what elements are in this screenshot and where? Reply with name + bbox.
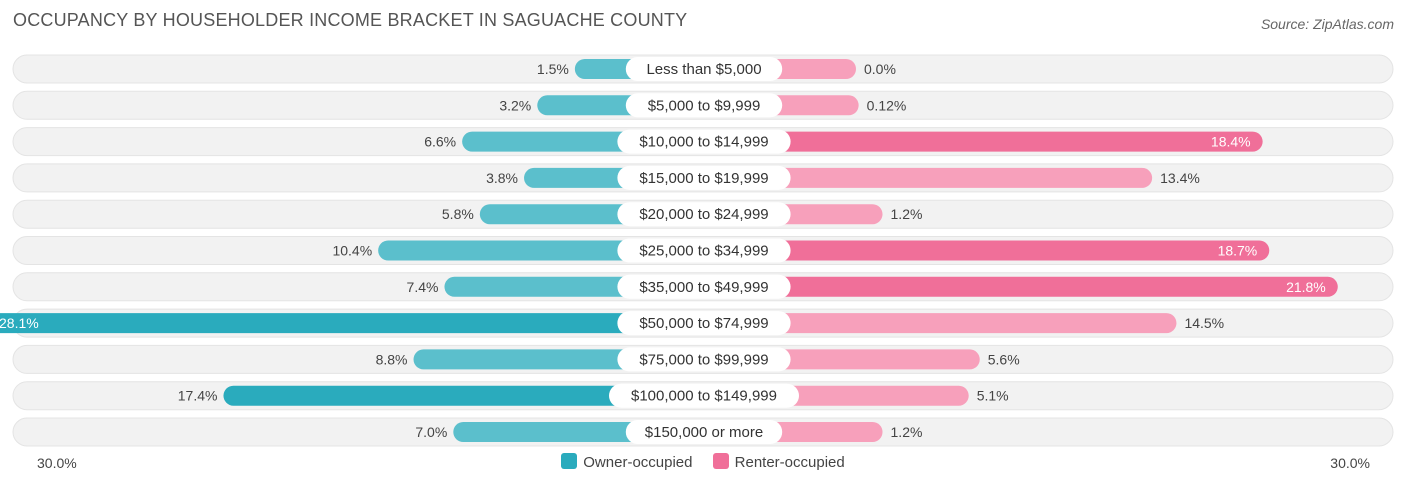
- category-pill: [617, 165, 791, 190]
- owner-value-label: 3.2%: [499, 97, 531, 113]
- category-label: $150,000 or more: [645, 424, 763, 441]
- renter-value-label: 0.0%: [864, 61, 896, 77]
- category-label: $35,000 to $49,999: [639, 279, 768, 296]
- category-pill: [625, 420, 783, 444]
- category-label: $50,000 to $74,999: [639, 315, 768, 332]
- renter-value-label: 18.4%: [1211, 134, 1251, 150]
- axis-left-label: 30.0%: [37, 455, 77, 471]
- owner-value-label: 6.6%: [424, 134, 456, 150]
- renter-value-label: 0.12%: [867, 97, 907, 113]
- category-label: $20,000 to $24,999: [639, 206, 768, 223]
- category-label: $75,000 to $99,999: [639, 351, 768, 368]
- owner-value-label: 28.1%: [0, 315, 39, 331]
- category-pill: [617, 129, 791, 154]
- legend: Owner-occupied Renter-occupied: [0, 453, 1406, 471]
- renter-value-label: 1.2%: [891, 424, 923, 440]
- category-label: $100,000 to $149,999: [631, 388, 777, 405]
- diverging-bar-chart: 1.5% 0.0% Less than $5,000 3.2% 0.12% $5,000 …: [0, 54, 1394, 447]
- owner-value-label: 8.8%: [376, 351, 408, 367]
- owner-value-label: 17.4%: [178, 388, 218, 404]
- renter-value-label: 13.4%: [1160, 170, 1200, 186]
- category-pill: [609, 383, 799, 408]
- source-label: Source: ZipAtlas.com: [1260, 16, 1394, 32]
- owner-value-label: 7.4%: [407, 279, 439, 295]
- category-pill: [617, 274, 791, 299]
- renter-bar: [694, 167, 1153, 188]
- owner-value-label: 7.0%: [415, 424, 447, 440]
- category-label: $15,000 to $19,999: [639, 170, 768, 187]
- renter-value-label: 14.5%: [1184, 315, 1224, 331]
- owner-bar: [223, 385, 704, 406]
- category-pill: [617, 238, 791, 263]
- axis-right-label: 30.0%: [1330, 455, 1370, 471]
- chart-title: OCCUPANCY BY HOUSEHOLDER INCOME BRACKET …: [13, 10, 688, 30]
- category-label: $25,000 to $34,999: [639, 243, 768, 260]
- owner-value-label: 1.5%: [537, 61, 569, 77]
- legend-label-renter: Renter-occupied: [734, 454, 845, 471]
- owner-value-label: 10.4%: [332, 243, 372, 259]
- legend-label-owner: Owner-occupied: [583, 454, 693, 471]
- category-pill: [617, 311, 791, 336]
- renter-bar: [694, 313, 1177, 334]
- renter-value-label: 5.6%: [988, 351, 1020, 367]
- legend-swatch-owner: [561, 453, 578, 469]
- renter-value-label: 18.7%: [1218, 243, 1258, 259]
- renter-value-label: 21.8%: [1286, 279, 1326, 295]
- renter-value-label: 1.2%: [891, 206, 923, 222]
- owner-value-label: 5.8%: [442, 206, 474, 222]
- category-pill: [625, 57, 783, 81]
- category-label: $5,000 to $9,999: [648, 97, 761, 114]
- renter-bar: [694, 276, 1338, 297]
- category-label: $10,000 to $14,999: [639, 134, 768, 151]
- owner-value-label: 3.8%: [486, 170, 518, 186]
- renter-bar: [694, 240, 1270, 261]
- category-label: Less than $5,000: [646, 61, 761, 78]
- legend-item-renter: Renter-occupied: [712, 453, 845, 471]
- legend-swatch-renter: [712, 453, 729, 469]
- owner-bar: [0, 313, 704, 334]
- category-pill: [617, 347, 791, 372]
- category-pill: [617, 202, 791, 227]
- legend-item-owner: Owner-occupied: [561, 453, 692, 471]
- category-pill: [625, 93, 783, 118]
- renter-value-label: 5.1%: [977, 388, 1009, 404]
- renter-bar: [694, 131, 1263, 152]
